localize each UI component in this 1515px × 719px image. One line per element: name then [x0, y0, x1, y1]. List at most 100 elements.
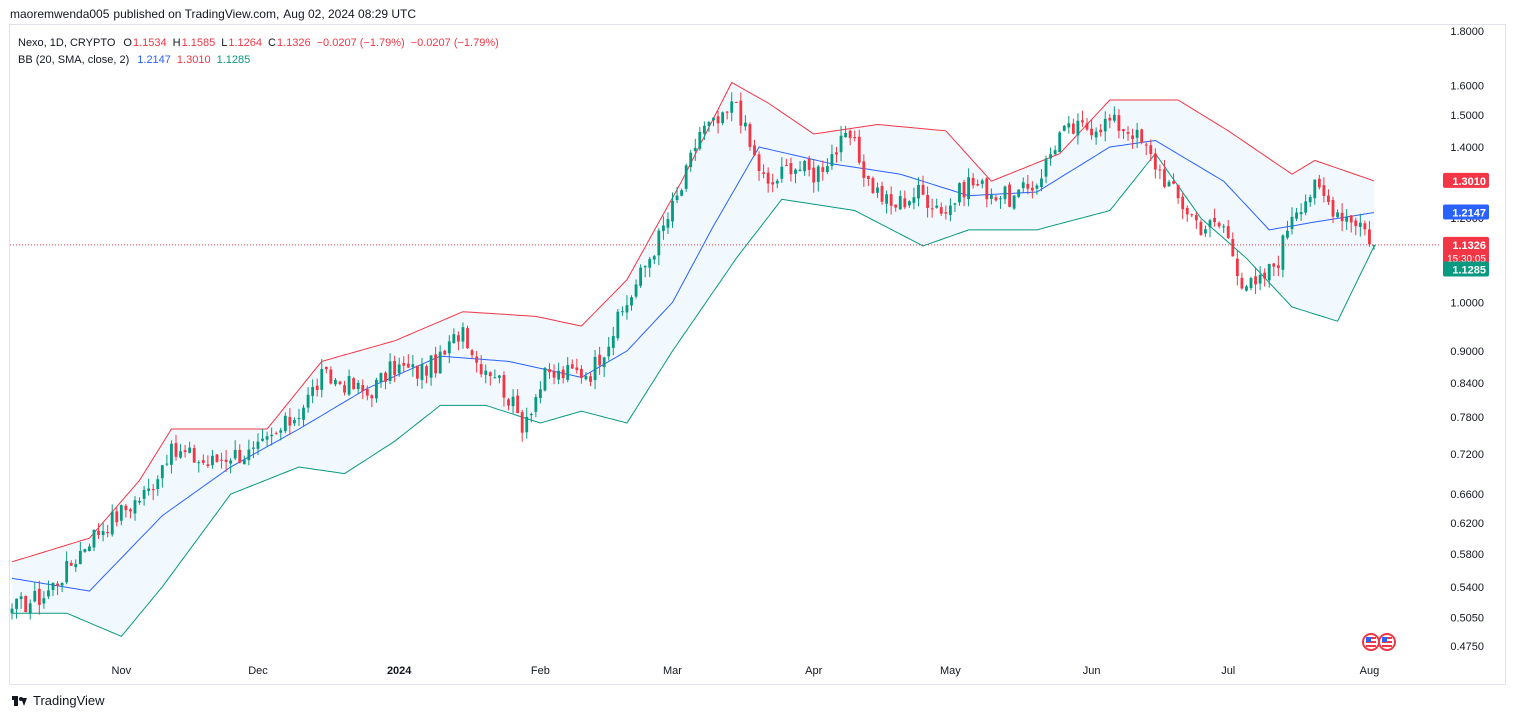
candle[interactable] [170, 440, 173, 474]
candle[interactable] [1126, 126, 1130, 141]
candle[interactable] [680, 188, 684, 197]
candle[interactable] [51, 582, 55, 596]
candle[interactable] [921, 175, 925, 196]
candle[interactable] [839, 125, 843, 162]
candle[interactable] [1199, 219, 1203, 236]
candle[interactable] [1317, 174, 1321, 190]
candle[interactable] [429, 354, 433, 386]
candle[interactable] [652, 254, 656, 264]
candle[interactable] [1144, 142, 1148, 156]
candle[interactable] [188, 441, 192, 454]
candle[interactable] [65, 551, 69, 585]
candle[interactable] [1167, 179, 1171, 187]
candle[interactable] [853, 130, 857, 142]
candle[interactable] [985, 177, 989, 208]
candle[interactable] [211, 449, 214, 469]
candle[interactable] [1336, 209, 1339, 218]
candle[interactable] [201, 454, 205, 465]
candle[interactable] [156, 475, 160, 496]
candle[interactable] [42, 591, 46, 609]
candle[interactable] [1327, 189, 1330, 206]
candle[interactable] [566, 357, 570, 383]
candle[interactable] [780, 157, 784, 183]
candle[interactable] [461, 322, 465, 349]
candle[interactable] [971, 173, 975, 189]
candle[interactable] [1286, 220, 1289, 240]
candle[interactable] [1358, 213, 1362, 237]
chart-pane[interactable] [9, 24, 1506, 685]
candle[interactable] [1021, 177, 1025, 193]
candle[interactable] [821, 160, 825, 181]
candle[interactable] [256, 433, 260, 456]
candle[interactable] [174, 434, 178, 461]
candle[interactable] [124, 503, 128, 518]
candle[interactable] [343, 380, 346, 396]
candle[interactable] [1135, 122, 1139, 148]
candle[interactable] [1345, 209, 1349, 230]
candle[interactable] [434, 346, 438, 378]
candle[interactable] [1067, 116, 1071, 134]
candle[interactable] [557, 362, 561, 385]
candle[interactable] [753, 139, 756, 157]
candle[interactable] [502, 371, 506, 407]
candle[interactable] [1208, 218, 1212, 238]
candle[interactable] [607, 336, 611, 361]
candle[interactable] [1308, 194, 1312, 207]
candle[interactable] [83, 548, 87, 553]
candle[interactable] [789, 157, 793, 182]
candle[interactable] [115, 507, 119, 527]
candle[interactable] [917, 177, 920, 207]
candle[interactable] [1081, 110, 1084, 127]
candle[interactable] [475, 351, 479, 373]
candle[interactable] [252, 441, 255, 459]
candle[interactable] [1094, 127, 1098, 145]
candle[interactable] [1322, 177, 1326, 203]
candle[interactable] [689, 149, 693, 172]
candle[interactable] [1290, 207, 1294, 235]
candle[interactable] [97, 523, 100, 539]
candle[interactable] [543, 366, 547, 392]
candle[interactable] [1240, 272, 1244, 290]
candle[interactable] [1140, 128, 1144, 145]
candle[interactable] [1372, 244, 1376, 250]
candle[interactable] [716, 110, 720, 134]
candle[interactable] [835, 146, 838, 163]
candle[interactable] [1071, 118, 1075, 135]
candle[interactable] [165, 454, 169, 466]
candle[interactable] [598, 346, 602, 375]
candle[interactable] [1003, 185, 1007, 205]
candle[interactable] [771, 173, 775, 193]
candle[interactable] [630, 295, 633, 311]
candle[interactable] [561, 365, 565, 384]
candle[interactable] [384, 371, 387, 390]
candle[interactable] [775, 178, 779, 189]
candle[interactable] [247, 439, 251, 466]
candle[interactable] [616, 309, 620, 341]
candle[interactable] [1131, 128, 1134, 149]
candle[interactable] [425, 364, 428, 384]
candle[interactable] [306, 387, 310, 413]
candle[interactable] [948, 198, 952, 222]
candle[interactable] [552, 364, 556, 385]
candle[interactable] [1349, 214, 1353, 233]
candle[interactable] [92, 529, 96, 552]
candle[interactable] [912, 187, 916, 210]
candle[interactable] [406, 354, 410, 369]
candle[interactable] [538, 381, 542, 404]
candle[interactable] [1185, 205, 1189, 222]
candle[interactable] [684, 163, 688, 192]
candle[interactable] [311, 379, 315, 404]
bb-lower-price-tag[interactable] [1443, 261, 1489, 277]
candle[interactable] [1153, 148, 1157, 179]
candle[interactable] [129, 507, 132, 519]
candle[interactable] [766, 167, 770, 193]
candle[interactable] [293, 417, 296, 427]
candle[interactable] [488, 371, 492, 386]
candle[interactable] [28, 599, 32, 620]
candle[interactable] [119, 504, 123, 526]
candle[interactable] [698, 126, 702, 151]
candle[interactable] [1044, 155, 1048, 184]
candle[interactable] [283, 412, 287, 434]
candle[interactable] [871, 176, 875, 194]
candle[interactable] [507, 398, 510, 411]
